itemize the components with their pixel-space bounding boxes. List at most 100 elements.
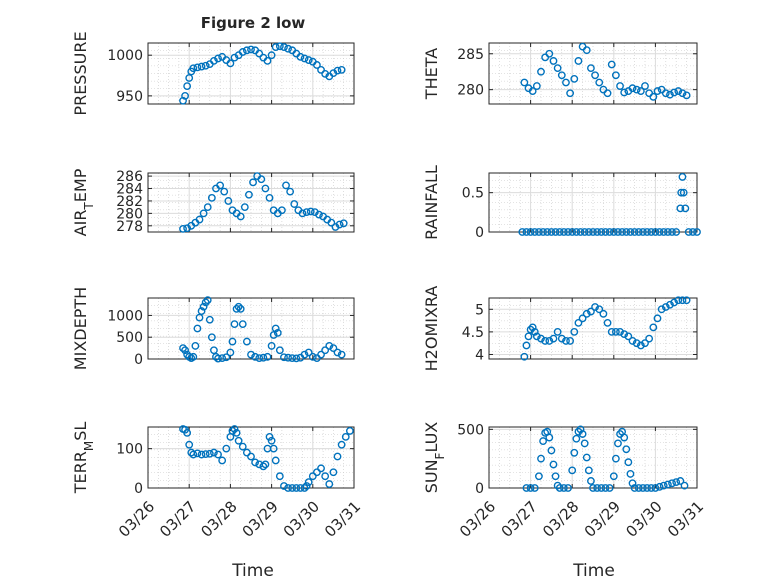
ylabel-subscript: T — [82, 202, 96, 211]
data-point — [247, 350, 255, 359]
data-point — [551, 228, 560, 236]
data-series — [520, 296, 691, 361]
data-point — [555, 228, 564, 236]
data-point — [234, 436, 243, 445]
data-point — [315, 210, 323, 219]
data-point — [230, 425, 239, 433]
axis-frame — [488, 172, 698, 233]
data-point — [220, 187, 229, 196]
data-point — [304, 478, 313, 486]
data-point — [601, 484, 610, 492]
data-point — [321, 472, 330, 481]
data-point — [300, 350, 309, 359]
data-point — [528, 323, 537, 332]
data-point — [277, 206, 286, 215]
data-point — [296, 52, 305, 61]
y-tick-label: 100 — [116, 442, 143, 458]
data-point — [576, 425, 585, 434]
data-point — [345, 427, 354, 435]
data-point — [530, 484, 539, 492]
data-point — [284, 353, 292, 362]
x-tick-label: 03/28 — [539, 498, 582, 541]
data-point — [255, 49, 264, 58]
data-point — [288, 484, 297, 492]
data-point — [630, 228, 639, 236]
data-point — [259, 462, 268, 471]
data-point — [639, 484, 647, 492]
data-point — [539, 228, 547, 236]
data-point — [284, 484, 292, 492]
data-point — [574, 57, 583, 65]
axis-frame — [147, 426, 355, 489]
data-point — [236, 212, 245, 221]
data-point — [649, 323, 658, 332]
data-point — [191, 342, 200, 350]
data-point — [280, 353, 288, 362]
data-point — [327, 218, 336, 227]
data-point — [679, 188, 688, 197]
data-point — [682, 91, 691, 100]
data-point — [201, 61, 210, 70]
data-point — [609, 228, 618, 236]
data-point — [680, 481, 689, 490]
axis-frame — [147, 297, 355, 360]
data-point — [193, 324, 202, 333]
data-point — [572, 434, 581, 443]
data-point — [265, 432, 274, 441]
data-point — [628, 337, 637, 345]
data-point — [549, 334, 558, 343]
data-point — [626, 470, 635, 478]
data-point — [555, 484, 564, 492]
data-point — [267, 436, 276, 445]
data-point — [584, 466, 593, 475]
data-point — [203, 296, 212, 305]
data-point — [678, 173, 687, 181]
data-point — [568, 466, 577, 475]
data-point — [251, 458, 260, 467]
data-point — [290, 200, 299, 208]
data-point — [547, 228, 556, 236]
data-point — [580, 228, 589, 236]
data-point — [537, 454, 545, 463]
data-point — [601, 228, 610, 236]
data-point — [663, 228, 672, 236]
data-point — [214, 450, 222, 459]
y-tick-label: 282 — [116, 194, 143, 210]
data-point — [249, 178, 257, 187]
data-point — [663, 480, 672, 489]
data-point — [616, 82, 624, 90]
data-point — [292, 354, 301, 363]
y-tick-label: 0.5 — [462, 186, 484, 202]
data-point — [549, 57, 558, 65]
data-point — [620, 88, 629, 97]
data-point — [300, 54, 309, 63]
x-tick-label: 03/30 — [622, 498, 665, 541]
data-point — [197, 450, 206, 459]
subplot-sun-flux: 0 500 SUNFLUX 03/2603/2703/2803/2903/3003/3… — [422, 422, 707, 541]
y-tick-label: 278 — [116, 219, 143, 235]
y-axis-label: AIRTEMP — [71, 168, 96, 236]
data-point — [564, 484, 572, 492]
data-point — [651, 484, 660, 492]
data-point — [639, 228, 647, 236]
data-point — [265, 193, 274, 202]
data-point — [193, 449, 202, 458]
data-point — [632, 339, 641, 348]
data-point — [528, 87, 537, 95]
data-point — [643, 228, 651, 236]
data-point — [595, 305, 604, 314]
y-tick-label: 5 — [475, 302, 484, 318]
data-point — [657, 305, 666, 314]
data-point — [222, 353, 231, 362]
y-tick-label: 4.5 — [462, 325, 484, 341]
subplot-rainfall: 0 0.5 RAINFALL — [422, 165, 701, 241]
data-series — [522, 425, 689, 492]
data-point — [341, 432, 350, 441]
data-point — [185, 440, 194, 449]
data-point — [255, 354, 264, 363]
data-point — [317, 65, 325, 74]
data-point — [189, 64, 198, 73]
data-point — [676, 477, 685, 485]
data-point — [339, 219, 348, 228]
